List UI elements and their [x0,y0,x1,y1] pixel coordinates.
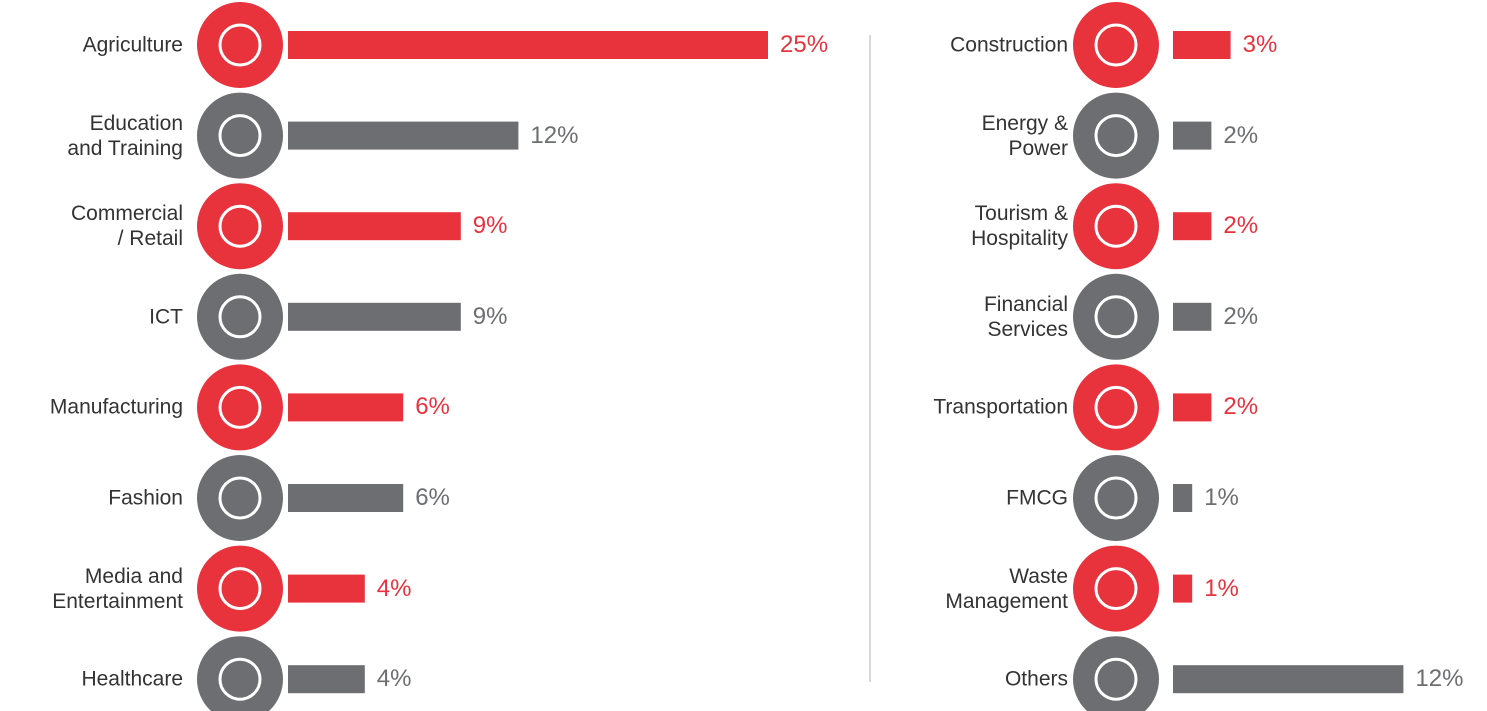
value-label: 2% [1223,302,1259,330]
icon [1073,273,1159,360]
bar [288,121,519,150]
category-label: FMCG [1006,486,1068,510]
icon [1073,636,1159,711]
bar [288,665,365,694]
category-label: Manufacturing [49,395,183,419]
value-label: 9% [472,302,508,330]
bar [288,393,404,422]
category-label: ICT [149,305,183,329]
category-label: Fashion [108,486,183,510]
bar [288,574,365,603]
category-label: Commercial / Retail [70,202,183,251]
category-label: Media and Entertainment [52,564,183,613]
icon-ring [218,567,262,611]
category-label: Transportation [933,395,1068,419]
value-label: 4% [376,574,412,602]
icon [197,364,283,451]
value-label: 9% [472,212,508,240]
icon-ring [218,114,262,158]
bar [1173,574,1193,603]
bar [1173,121,1212,150]
icon-ring [218,385,262,429]
icon [197,545,283,632]
icon-ring [218,204,262,248]
icon [1073,455,1159,541]
value-label: 6% [415,393,450,421]
icon [197,183,283,270]
icon [197,455,283,541]
value-label: 4% [376,665,412,693]
bar [288,484,404,512]
icon [1073,183,1159,270]
icon [197,636,283,711]
icon-ring [1094,295,1138,339]
icon-ring [1094,204,1138,248]
value-label: 3% [1242,31,1278,58]
value-label: 1% [1204,484,1239,511]
icon-ring [218,295,262,339]
category-label: Tourism & Hospitality [971,202,1068,251]
bar [1173,665,1404,694]
category-label: Others [1004,667,1068,691]
value-label: 12% [530,121,579,149]
icon-ring [1094,567,1138,611]
icon [1073,2,1159,88]
icon [1073,364,1159,451]
value-label: 2% [1223,212,1259,240]
value-label: 2% [1223,121,1259,149]
bar [288,302,461,331]
bar [1173,484,1193,512]
icon [197,273,283,360]
value-label: 6% [415,484,450,511]
icon-ring [1094,657,1138,701]
icon-ring [1094,476,1138,520]
icon [1073,92,1159,179]
icon [197,2,283,88]
icon-ring [1094,114,1138,158]
value-label: 25% [780,31,829,58]
icon [1073,545,1159,632]
icon-ring [218,657,262,701]
category-label: Waste Management [945,564,1068,613]
icon-ring [218,23,262,67]
bar [1173,393,1212,422]
category-label: Construction [950,33,1068,57]
category-label: Agriculture [82,33,183,57]
category-label: Healthcare [81,667,183,691]
bar [1173,31,1231,59]
icon-ring [218,476,262,520]
bar [1173,212,1212,241]
category-label: Financial Services [983,292,1068,341]
value-label: 12% [1415,665,1464,693]
bar [1173,302,1212,331]
category-label: Energy & Power [981,111,1068,160]
category-label: Education and Training [67,111,183,160]
icon-ring [1094,385,1138,429]
bar [288,212,461,241]
icon [197,92,283,179]
value-label: 1% [1204,574,1239,602]
value-label: 2% [1223,393,1259,421]
icon-ring [1094,23,1138,67]
bar [288,31,768,59]
